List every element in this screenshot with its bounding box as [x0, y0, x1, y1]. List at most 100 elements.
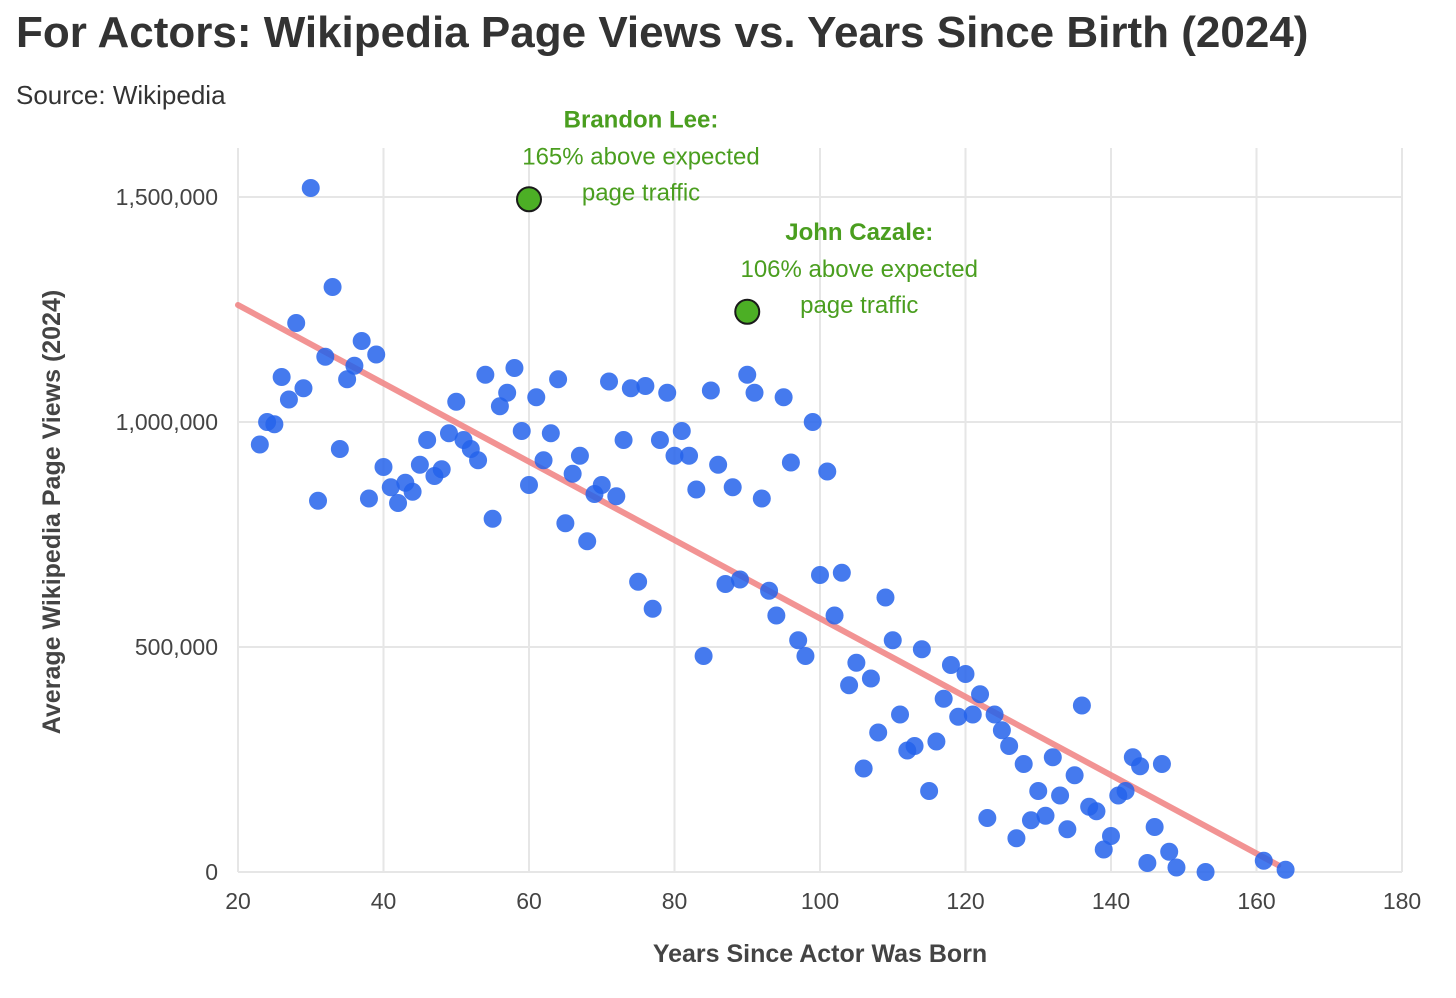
- x-tick-label: 120: [946, 888, 984, 914]
- data-point: [920, 782, 939, 800]
- data-point: [359, 489, 378, 508]
- data-point: [992, 721, 1011, 740]
- annotation-line: page traffic: [800, 292, 918, 319]
- data-point: [643, 599, 662, 618]
- chart-subtitle: Source: Wikipedia: [16, 80, 226, 110]
- data-point: [1029, 782, 1048, 800]
- data-point: [1152, 755, 1171, 773]
- data-point: [760, 581, 779, 600]
- data-point: [905, 737, 924, 755]
- data-point: [963, 705, 982, 724]
- data-point: [789, 631, 808, 650]
- data-point: [352, 332, 371, 350]
- data-point: [811, 566, 829, 584]
- data-point: [1014, 755, 1033, 773]
- data-point: [498, 383, 517, 402]
- data-point: [752, 489, 771, 508]
- highlight-point: [734, 298, 761, 325]
- data-point: [512, 422, 531, 440]
- data-point: [1000, 737, 1019, 755]
- data-point: [301, 179, 320, 197]
- data-point: [796, 647, 815, 665]
- data-point: [723, 478, 742, 497]
- data-point: [338, 370, 357, 389]
- data-point: [600, 372, 619, 391]
- data-point: [971, 685, 990, 704]
- y-tick-label: 500,000: [135, 634, 218, 660]
- data-point: [876, 588, 895, 607]
- data-point: [272, 368, 291, 386]
- data-point: [556, 514, 575, 533]
- data-point: [927, 732, 946, 751]
- y-axis-title: Average Wikipedia Page Views (2024): [38, 290, 66, 734]
- data-point: [1058, 820, 1077, 839]
- trend-line: [235, 302, 1282, 869]
- y-tick-label: 1,500,000: [116, 184, 218, 210]
- data-point: [694, 647, 713, 665]
- data-point: [1051, 786, 1070, 805]
- data-point: [861, 669, 880, 688]
- data-point: [403, 482, 422, 501]
- chart-title: For Actors: Wikipedia Page Views vs. Yea…: [16, 8, 1309, 57]
- data-point: [374, 458, 393, 476]
- data-point: [658, 383, 677, 402]
- data-point: [781, 453, 800, 472]
- data-point: [316, 347, 335, 366]
- data-point: [629, 572, 648, 591]
- data-point: [1131, 757, 1150, 776]
- data-point: [1167, 858, 1186, 877]
- data-point: [483, 509, 502, 528]
- data-point: [869, 723, 888, 742]
- data-point: [614, 431, 633, 449]
- trend-line-group: [235, 302, 1282, 869]
- data-point: [534, 451, 553, 470]
- data-point: [745, 383, 764, 402]
- data-points: [250, 179, 1295, 881]
- data-point: [621, 379, 640, 398]
- data-point: [949, 707, 968, 726]
- data-point: [1007, 829, 1026, 848]
- data-point: [294, 379, 313, 398]
- data-point: [847, 653, 866, 672]
- data-point: [934, 689, 953, 708]
- data-point: [476, 365, 495, 384]
- data-point: [1021, 811, 1040, 830]
- data-point: [287, 314, 306, 332]
- x-tick-label: 40: [371, 888, 397, 914]
- data-point: [563, 464, 582, 483]
- data-point: [767, 606, 786, 625]
- data-point: [941, 656, 960, 674]
- annotation-line: 165% above expected: [522, 143, 760, 170]
- data-point: [527, 388, 546, 407]
- data-point: [840, 676, 859, 695]
- data-point: [447, 392, 466, 411]
- data-point: [381, 478, 400, 497]
- highlight-points: Brandon Lee: 165% above expected page traf…: [516, 106, 978, 325]
- data-point: [345, 356, 364, 375]
- data-point: [687, 480, 706, 499]
- data-point: [774, 388, 793, 407]
- data-point: [672, 422, 691, 440]
- data-point: [665, 446, 684, 465]
- annotation-line: 106% above expected: [740, 256, 978, 283]
- data-point: [578, 532, 597, 551]
- y-tick-label: 1,000,000: [116, 409, 218, 435]
- data-point: [956, 665, 975, 683]
- annotation-name: John Cazale:: [785, 219, 933, 246]
- data-point: [418, 431, 437, 449]
- data-point: [1065, 766, 1084, 785]
- data-point: [650, 431, 669, 449]
- data-point: [803, 413, 822, 431]
- data-point: [607, 487, 626, 506]
- data-point: [883, 631, 902, 650]
- annotation-line: page traffic: [582, 179, 700, 206]
- data-point: [389, 494, 408, 512]
- x-tick-label: 180: [1383, 888, 1421, 914]
- data-point: [1102, 827, 1120, 845]
- highlight-point: [516, 186, 542, 213]
- data-point: [367, 345, 386, 364]
- data-point: [680, 446, 699, 465]
- data-point: [912, 640, 931, 659]
- data-point: [1094, 840, 1113, 859]
